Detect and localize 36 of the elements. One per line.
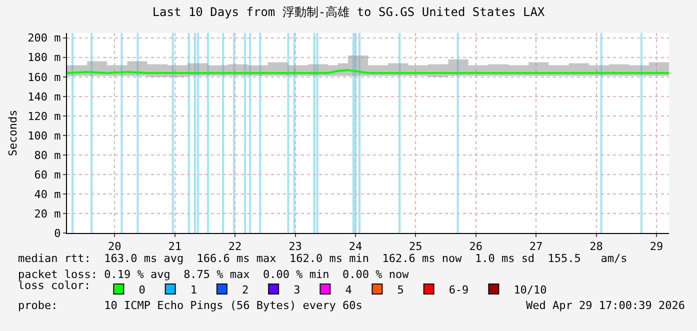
y-tick-label: 160 m [28, 70, 62, 84]
legend-label: 5 [397, 283, 404, 296]
x-tick-label: 29 [650, 240, 664, 254]
legend-label: 4 [345, 283, 352, 296]
x-tick-label: 28 [590, 240, 603, 254]
x-tick-label: 21 [168, 240, 182, 254]
text: Wed Apr 29 17:00:39 2026 [526, 299, 685, 312]
x-tick-label: 27 [529, 240, 543, 254]
legend-label: 6-9 [448, 283, 469, 296]
legend-label: 0 [138, 283, 146, 296]
x-tick-label: 26 [469, 240, 482, 254]
legend-label: 1 [190, 283, 197, 296]
y-axis-title: Seconds [6, 110, 20, 156]
chart-title: Last 10 Days from 浮動制-高雄 to SG.GS United States LAX [152, 4, 546, 19]
legend-title: loss color: [18, 278, 91, 292]
legend-label: 3 [294, 283, 300, 296]
x-tick-label: 20 [108, 240, 122, 254]
y-tick-label: 80 m [34, 148, 62, 162]
x-tick-label: 24 [348, 240, 362, 254]
x-tick-label: 22 [228, 240, 242, 254]
y-tick-label: 40 m [34, 188, 62, 201]
y-tick-label: 100 m [28, 129, 62, 142]
text: probe: 10 ICMP Echo Pings (56 Bytes) every 60s [18, 299, 362, 312]
text: median rtt: 163.0 ms avg 166.6 ms max 162.0 ms min 162.6 ms now 1.0 ms sd 155.5 am/s [18, 252, 628, 265]
legend-label: 10/10 [514, 283, 547, 296]
y-tick-label: 60 m [34, 168, 62, 182]
x-tick-label: 23 [288, 240, 302, 254]
y-tick-label: 200 m [28, 32, 62, 45]
y-tick-label: 140 m [28, 90, 62, 104]
y-tick-label: 120 m [28, 110, 62, 123]
y-tick-label: 180 m [28, 51, 62, 64]
x-tick-label: 25 [409, 240, 422, 254]
y-tick-label: 0 [54, 226, 61, 240]
y-tick-label: 20 m [34, 207, 62, 220]
text: packet loss: 0.19 % avg 8.75 % max 0.00 % min 0.00 % now [18, 268, 410, 281]
legend-label: 2 [242, 283, 249, 296]
